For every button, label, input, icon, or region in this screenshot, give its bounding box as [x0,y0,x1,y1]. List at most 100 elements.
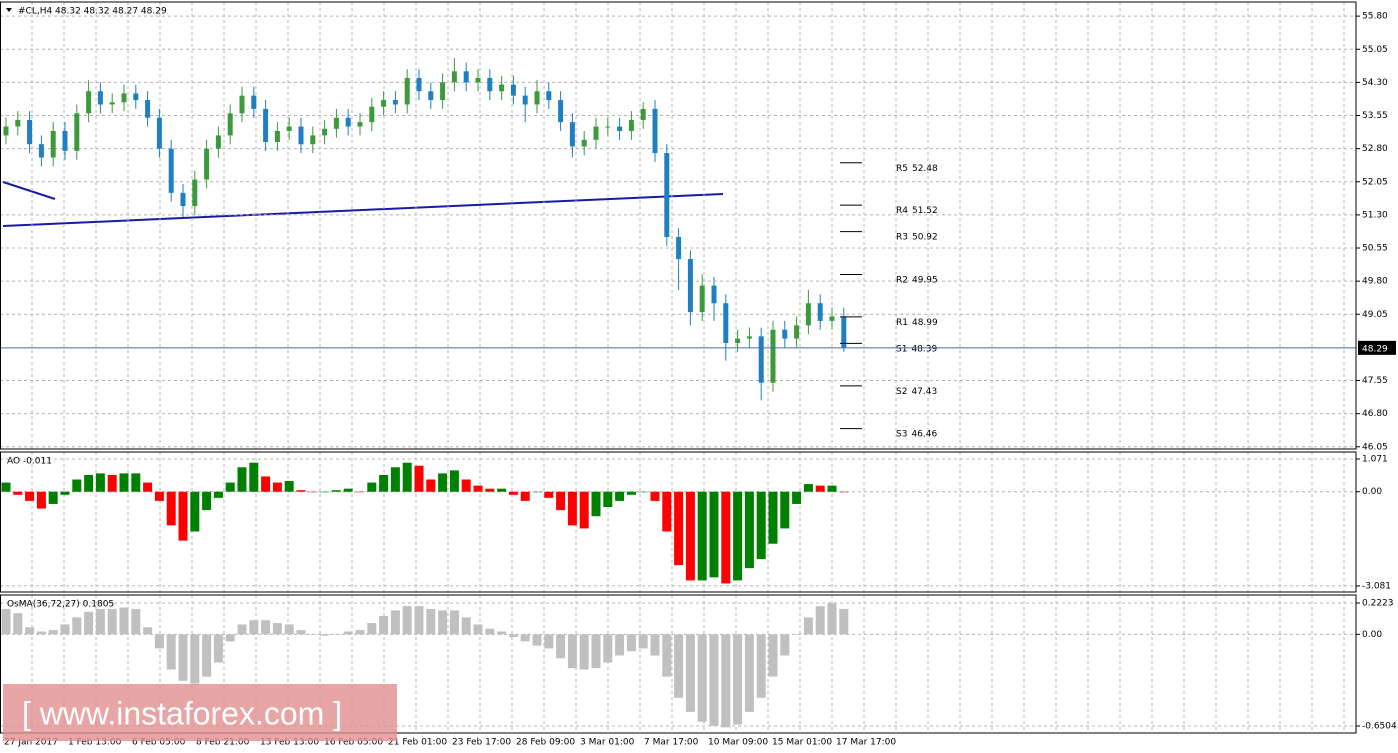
candle-body [628,119,634,131]
histogram-bar [60,624,70,635]
candle-body [711,285,717,304]
histogram-bar [320,634,330,636]
histogram-bar [402,606,412,635]
histogram-bar [721,491,731,584]
x-tick-label: 21 Feb 01:00 [388,738,447,748]
panel-title: #CL,H4 48.32 48.32 48.27 48.29 [18,7,167,17]
histogram-bar [131,473,141,492]
histogram-bar [1,482,11,492]
candle-body [392,100,398,105]
candle-body [463,71,469,83]
y-tick-label: 55.80 [1362,12,1388,22]
histogram-bar [331,490,341,492]
candle-body [640,108,646,120]
candle-body [345,117,351,127]
candle-body [263,108,269,143]
histogram-bar [768,634,778,677]
histogram-bar [839,608,849,635]
histogram-bar [36,631,46,635]
candle-body [829,316,835,321]
candle-body [534,91,540,105]
candle-body [133,93,139,101]
y-tick-label: 54.30 [1362,78,1388,88]
histogram-bar [544,491,554,498]
panel-title: OsMA(36,72,27) 0.1805 [7,600,114,610]
histogram-bar [272,623,282,635]
histogram-bar [284,481,294,492]
histogram-bar [461,479,471,492]
y-tick-label: 53.55 [1362,111,1388,121]
histogram-bar [591,634,601,669]
y-tick-label: 49.05 [1362,310,1388,320]
pivot-value: 50.92 [912,232,938,242]
x-tick-label: 16 Feb 05:00 [324,738,383,748]
histogram-bar [638,491,648,493]
histogram-bar [650,491,660,501]
histogram-bar [331,634,341,635]
pivot-value: 49.95 [912,275,938,285]
candle-body [487,77,493,92]
histogram-bar [603,634,613,663]
panel-title: AO -0.011 [7,457,52,467]
x-tick-label: 10 Mar 09:00 [708,738,768,748]
candle-body [569,122,575,147]
candle-body [86,91,92,114]
histogram-bar [13,613,23,635]
x-tick-label: 7 Mar 17:00 [644,738,699,748]
histogram-bar [84,611,94,635]
pivot-name: R4 [896,206,908,216]
candle-body [192,179,198,207]
histogram-bar [72,617,82,635]
histogram-bar [414,606,424,635]
histogram-bar [532,491,542,493]
histogram-bar [815,606,825,635]
histogram-bar [756,491,766,559]
x-tick-label: 17 Mar 17:00 [836,738,896,748]
histogram-bar [296,490,306,492]
y-tick-label: 50.55 [1362,244,1388,254]
y-tick-label: -3.081 [1362,581,1391,591]
pivot-name: R1 [896,317,908,327]
histogram-bar [827,603,837,635]
candle-body [617,126,623,131]
histogram-bar [827,485,837,492]
pivot-label: R4 51.52 [896,206,938,216]
histogram-bar [697,491,707,581]
histogram-bar [497,488,507,492]
histogram-bar [780,634,790,656]
candle-body [74,113,80,151]
histogram-bar [60,491,70,495]
histogram-bar [485,628,495,635]
histogram-bar [308,634,318,635]
candle-body [499,84,505,92]
histogram-bar [756,634,766,698]
candle-body [581,139,587,147]
trend-line [2,181,56,200]
watermark: [ www.instaforex.com ] [22,695,342,731]
histogram-bar [638,634,648,649]
histogram-bar [579,634,589,670]
histogram-bar [567,491,577,526]
candle-body [239,95,245,114]
histogram-bar [13,491,23,495]
pivot-name: R5 [896,163,908,173]
pivot-name: S1 [896,344,907,354]
pivot-name: R2 [896,275,908,285]
histogram-bar [379,616,389,635]
candle-body [145,100,151,118]
histogram-bar [237,624,247,635]
histogram-bar [768,491,778,544]
candle-body [369,106,375,123]
histogram-bar [803,617,813,635]
last-price-label: 48.29 [1362,344,1388,354]
histogram-bar [520,491,530,501]
candle-body [310,135,316,145]
candle-body [451,71,457,83]
histogram-bar [685,634,695,712]
candle-body [215,135,221,149]
histogram-bar [178,491,188,541]
pivot-name: R3 [896,232,908,242]
pivot-label: R3 50.92 [896,232,938,242]
candle-body [298,126,304,145]
